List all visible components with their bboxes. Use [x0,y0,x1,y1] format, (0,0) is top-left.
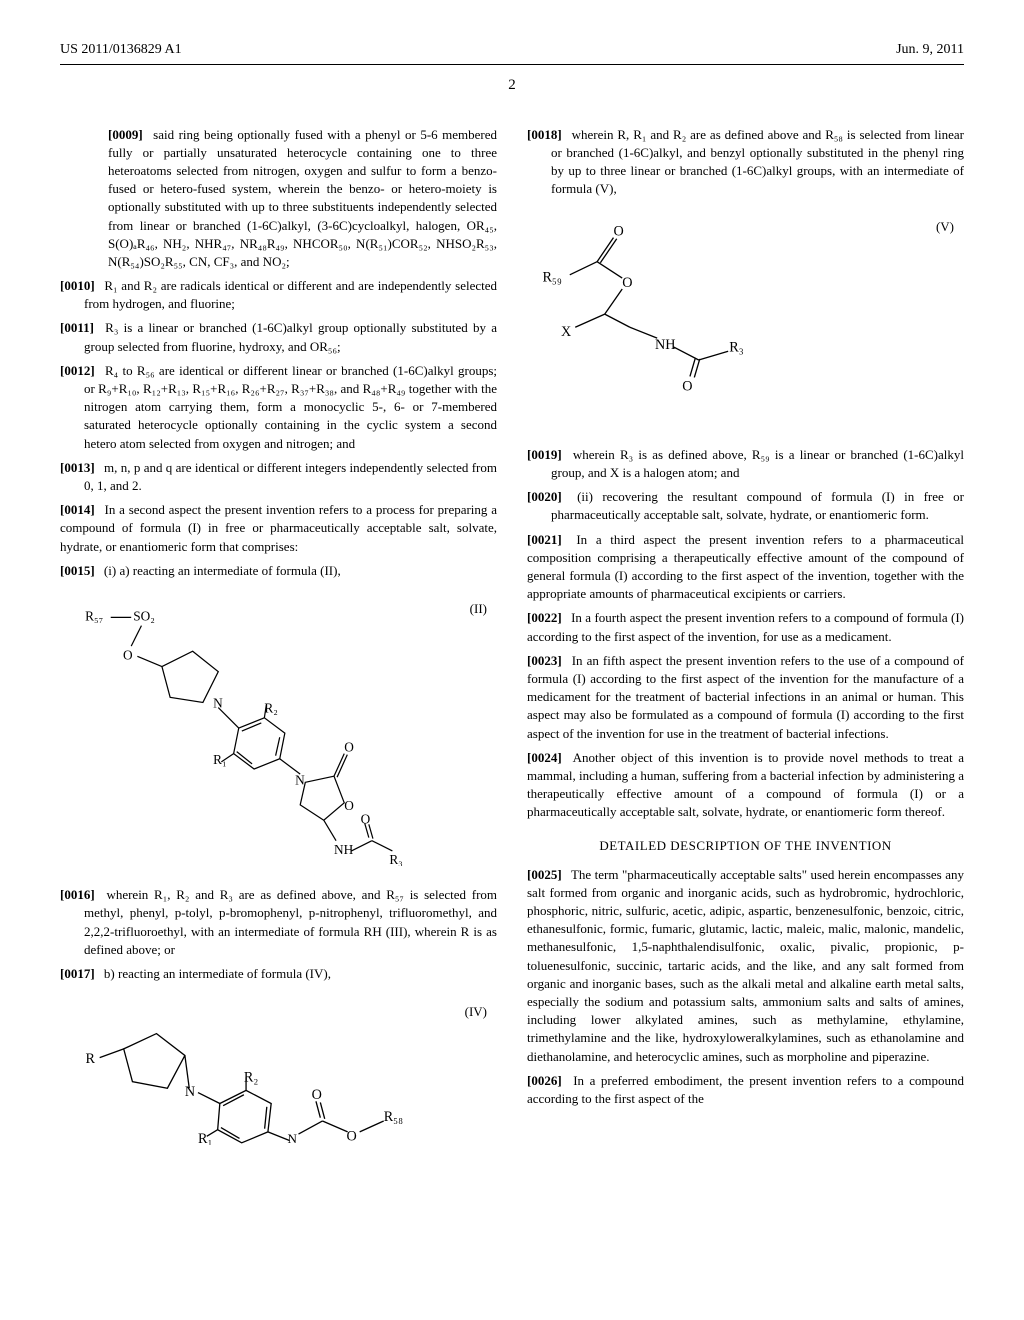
para-text: Another object of this invention is to p… [527,750,964,820]
para-ref: [0015] [60,563,95,578]
para-ref: [0013] [60,460,95,475]
para-text: In an fifth aspect the present invention… [527,653,964,741]
formula-II-block: (II) R₅₇ SO₂ O N [60,600,497,866]
para-text: The term "pharmaceutically acceptable sa… [527,867,964,1064]
para-ref: [0009] [108,127,143,142]
section-heading: DETAILED DESCRIPTION OF THE INVENTION [527,837,964,855]
doc-number: US 2011/0136829 A1 [60,40,182,60]
svg-text:O: O [123,647,133,662]
para-ref: [0020] [527,489,562,504]
para-text: (i) a) reacting an intermediate of formu… [104,563,341,578]
svg-text:O: O [344,798,354,813]
para-0010: [0010] R₁ and R₂ are radicals identical … [60,277,497,313]
para-0022: [0022] In a fourth aspect the present in… [527,609,964,645]
para-ref: [0011] [60,320,94,335]
svg-text:R₁: R₁ [198,1131,212,1145]
svg-text:NH: NH [334,842,354,857]
para-text: In a third aspect the present invention … [527,532,964,602]
para-ref: [0023] [527,653,562,668]
svg-text:R₅₈: R₅₈ [384,1109,403,1125]
para-ref: [0022] [527,610,562,625]
svg-text:O: O [682,379,692,395]
svg-text:SO₂: SO₂ [133,608,155,623]
formula-label: (II) [470,600,487,618]
formula-V-block: (V) R₅₉ O O X NH [527,218,964,426]
formula-label: (IV) [465,1003,487,1021]
para-0017: [0017] b) reacting an intermediate of fo… [60,965,497,983]
page-header: US 2011/0136829 A1 Jun. 9, 2011 [60,40,964,65]
formula-label: (V) [936,218,954,236]
para-0019: [0019] wherein R₃ is as defined above, R… [527,446,964,482]
para-0023: [0023] In an fifth aspect the present in… [527,652,964,743]
body-columns: [0009] said ring being optionally fused … [60,126,964,1166]
para-text: In a preferred embodiment, the present i… [527,1073,964,1106]
formula-IV-block: (IV) R N R₂ R₁ [60,1003,497,1145]
svg-text:N: N [185,1084,195,1100]
para-ref: [0019] [527,447,562,462]
svg-text:O: O [347,1129,357,1145]
para-0012: [0012] R₄ to R₅₆ are identical or differ… [60,362,497,453]
para-0018: [0018] wherein R, R₁ and R₂ are as defin… [527,126,964,199]
para-0024: [0024] Another object of this invention … [527,749,964,822]
left-column: [0009] said ring being optionally fused … [60,126,497,1166]
para-0009: [0009] said ring being optionally fused … [60,126,497,272]
svg-text:N: N [288,1131,298,1145]
para-0020: [0020] (ii) recovering the resultant com… [527,488,964,524]
para-0021: [0021] In a third aspect the present inv… [527,531,964,604]
para-0013: [0013] m, n, p and q are identical or di… [60,459,497,495]
svg-text:N: N [213,695,223,710]
para-text: m, n, p and q are identical or different… [84,460,497,493]
right-column: [0018] wherein R, R₁ and R₂ are as defin… [527,126,964,1166]
para-text: R₁ and R₂ are radicals identical or diff… [84,278,497,311]
formula-II-structure: R₅₇ SO₂ O N R₂ R₁ [80,600,408,866]
formula-V-structure: R₅₉ O O X NH O [537,218,777,426]
para-ref: [0026] [527,1073,562,1088]
svg-text:R₅₉: R₅₉ [542,270,561,286]
svg-text:O: O [312,1087,322,1103]
para-0026: [0026] In a preferred embodiment, the pr… [527,1072,964,1108]
para-text: wherein R₃ is as defined above, R₅₉ is a… [551,447,964,480]
page-number: 2 [60,75,964,96]
svg-text:NH: NH [655,337,676,353]
para-ref: [0025] [527,867,562,882]
svg-text:R: R [85,1051,95,1067]
para-0025: [0025] The term "pharmaceutically accept… [527,866,964,1066]
para-text: b) reacting an intermediate of formula (… [104,966,331,981]
svg-text:O: O [361,811,371,826]
svg-text:O: O [344,739,354,754]
para-ref: [0018] [527,127,562,142]
para-0016: [0016] wherein R₁, R₂ and R₃ are as defi… [60,886,497,959]
para-text: In a second aspect the present invention… [60,502,497,553]
formula-IV-structure: R N R₂ R₁ N [80,1003,430,1145]
doc-date: Jun. 9, 2011 [896,40,964,60]
svg-text:O: O [622,275,632,291]
para-ref: [0014] [60,502,95,517]
para-ref: [0017] [60,966,95,981]
para-text: wherein R₁, R₂ and R₃ are as defined abo… [84,887,497,957]
para-ref: [0021] [527,532,562,547]
para-text: R₃ is a linear or branched (1-6C)alkyl g… [84,320,497,353]
svg-text:O: O [613,224,623,240]
para-0014: [0014] In a second aspect the present in… [60,501,497,556]
para-ref: [0024] [527,750,562,765]
para-text: (ii) recovering the resultant compound o… [551,489,964,522]
para-ref: [0016] [60,887,95,902]
para-ref: [0010] [60,278,95,293]
para-0011: [0011] R₃ is a linear or branched (1-6C)… [60,319,497,355]
para-ref: [0012] [60,363,95,378]
svg-text:X: X [561,324,571,340]
para-text: wherein R, R₁ and R₂ are as defined abov… [551,127,964,197]
para-0015: [0015] (i) a) reacting an intermediate o… [60,562,497,580]
svg-text:R₃: R₃ [389,852,403,866]
para-text: In a fourth aspect the present invention… [527,610,964,643]
para-text: said ring being optionally fused with a … [108,127,497,269]
svg-text:N: N [295,772,305,787]
svg-text:R₅₇: R₅₇ [85,608,103,623]
svg-text:R₃: R₃ [729,340,743,356]
para-text: R₄ to R₅₆ are identical or different lin… [84,363,497,451]
